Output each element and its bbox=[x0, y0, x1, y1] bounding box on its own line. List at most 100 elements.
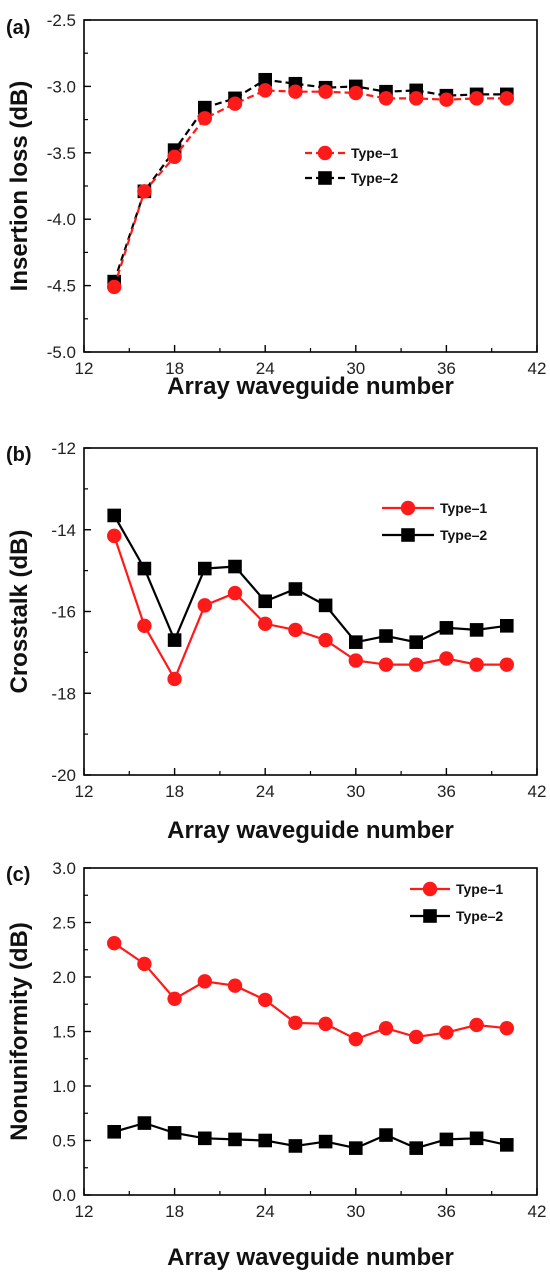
data-point-circle bbox=[439, 651, 454, 666]
data-point-circle bbox=[409, 91, 424, 106]
y-tick-label: -16 bbox=[51, 603, 76, 622]
data-point-square bbox=[258, 594, 272, 609]
data-point-circle bbox=[227, 978, 243, 993]
data-point-circle bbox=[348, 1031, 363, 1047]
x-axis-label: Array waveguide number bbox=[167, 1244, 454, 1271]
legend-marker bbox=[401, 528, 415, 542]
data-point-square bbox=[137, 1116, 152, 1130]
data-point-circle bbox=[499, 91, 514, 106]
data-point-circle bbox=[137, 618, 152, 634]
data-point-square bbox=[107, 1124, 121, 1139]
data-point-square bbox=[167, 633, 182, 647]
data-point-square bbox=[107, 508, 121, 523]
y-tick-label: -5.0 bbox=[47, 343, 76, 362]
data-point-square bbox=[318, 598, 333, 613]
data-point-circle bbox=[288, 1015, 303, 1030]
data-point-circle bbox=[288, 84, 303, 99]
data-point-circle bbox=[167, 671, 182, 687]
y-tick-label: -3.0 bbox=[47, 77, 76, 96]
data-point-circle bbox=[107, 936, 122, 951]
legend-label: Type–1 bbox=[351, 145, 398, 161]
data-point-circle bbox=[167, 991, 182, 1006]
data-point-circle bbox=[167, 149, 182, 164]
y-tick-label: 1.5 bbox=[52, 1023, 76, 1042]
data-point-square bbox=[198, 1131, 212, 1146]
data-point-circle bbox=[227, 585, 243, 601]
legend-marker bbox=[318, 171, 332, 185]
legend-marker bbox=[422, 881, 438, 897]
legend-label: Type–2 bbox=[456, 908, 503, 924]
data-point-circle bbox=[469, 91, 484, 106]
chart-panel-2: 12 18 24 30 36 42 -20 -18 -16 -14 -12 Array wavegui… bbox=[6, 439, 546, 844]
series-line-circle bbox=[113, 942, 507, 1041]
legend-label: Type–1 bbox=[456, 881, 503, 897]
data-point-square bbox=[439, 1132, 454, 1147]
panel-label: (a) bbox=[6, 17, 30, 39]
data-point-circle bbox=[258, 992, 273, 1008]
data-point-square bbox=[137, 561, 152, 576]
x-tick-label: 36 bbox=[437, 782, 456, 801]
y-tick-label: 2.0 bbox=[52, 968, 76, 987]
series-line-circle bbox=[113, 89, 507, 288]
data-point-circle bbox=[499, 657, 514, 672]
data-point-square bbox=[228, 1132, 242, 1147]
x-tick-label: 18 bbox=[165, 359, 184, 378]
panel-label: (b) bbox=[6, 444, 32, 466]
y-tick-label: -18 bbox=[51, 684, 76, 703]
data-point-circle bbox=[378, 657, 394, 672]
x-tick-label: 30 bbox=[346, 1202, 365, 1221]
x-tick-label: 24 bbox=[256, 1202, 275, 1221]
data-point-circle bbox=[378, 1021, 394, 1036]
x-tick-label: 36 bbox=[437, 359, 456, 378]
data-point-square bbox=[258, 1133, 272, 1148]
y-tick-label: -2.5 bbox=[47, 11, 76, 30]
x-tick-label: 42 bbox=[528, 359, 547, 378]
data-point-square bbox=[198, 100, 212, 115]
data-point-circle bbox=[348, 85, 363, 101]
x-tick-label: 12 bbox=[75, 1202, 94, 1221]
y-tick-label: 0.0 bbox=[52, 1186, 76, 1205]
y-tick-label: -14 bbox=[51, 521, 76, 540]
data-point-circle bbox=[439, 92, 454, 107]
y-tick-label: 1.0 bbox=[52, 1077, 76, 1096]
plot-frame bbox=[83, 19, 538, 353]
data-point-circle bbox=[378, 91, 394, 106]
data-point-square bbox=[288, 1139, 303, 1153]
series-line-square bbox=[113, 78, 507, 282]
x-tick-label: 18 bbox=[165, 1202, 184, 1221]
y-tick-label: -4.0 bbox=[47, 210, 76, 229]
chart-panel-1: 12 18 24 30 36 42 -5.0 -4.5 -4.0 -3.5 -3.0 -2.5 Arra… bbox=[6, 11, 546, 400]
y-tick-label: -4.5 bbox=[47, 277, 76, 296]
y-tick-label: -12 bbox=[51, 439, 76, 458]
legend-marker bbox=[423, 909, 437, 923]
data-point-circle bbox=[288, 622, 303, 638]
y-tick-label: 0.5 bbox=[52, 1132, 76, 1151]
x-tick-label: 12 bbox=[75, 782, 94, 801]
x-tick-label: 42 bbox=[528, 1202, 547, 1221]
data-point-circle bbox=[137, 184, 152, 199]
plot-frame bbox=[83, 447, 538, 776]
data-point-circle bbox=[409, 657, 424, 672]
data-point-square bbox=[258, 72, 272, 87]
panel-label: (c) bbox=[6, 864, 30, 886]
y-tick-label: 2.5 bbox=[52, 914, 76, 933]
data-point-circle bbox=[499, 1021, 514, 1036]
x-tick-label: 24 bbox=[256, 359, 275, 378]
data-point-circle bbox=[469, 1017, 484, 1033]
data-point-square bbox=[318, 1134, 333, 1149]
data-point-circle bbox=[258, 616, 273, 631]
data-point-circle bbox=[258, 83, 273, 98]
data-point-circle bbox=[227, 96, 243, 111]
data-point-circle bbox=[318, 1016, 333, 1032]
data-point-circle bbox=[197, 111, 212, 126]
x-axis-label: Array waveguide number bbox=[167, 373, 454, 400]
chart-panel-3: 12 18 24 30 36 42 0.0 0.5 1.0 1.5 2.0 2.5 3.0 Array w… bbox=[6, 859, 546, 1271]
data-point-circle bbox=[197, 598, 212, 613]
data-point-circle bbox=[409, 1029, 424, 1045]
x-tick-label: 36 bbox=[437, 1202, 456, 1221]
data-point-circle bbox=[348, 653, 363, 668]
data-point-square bbox=[349, 1141, 363, 1155]
data-point-square bbox=[439, 621, 454, 635]
data-point-circle bbox=[107, 279, 122, 295]
